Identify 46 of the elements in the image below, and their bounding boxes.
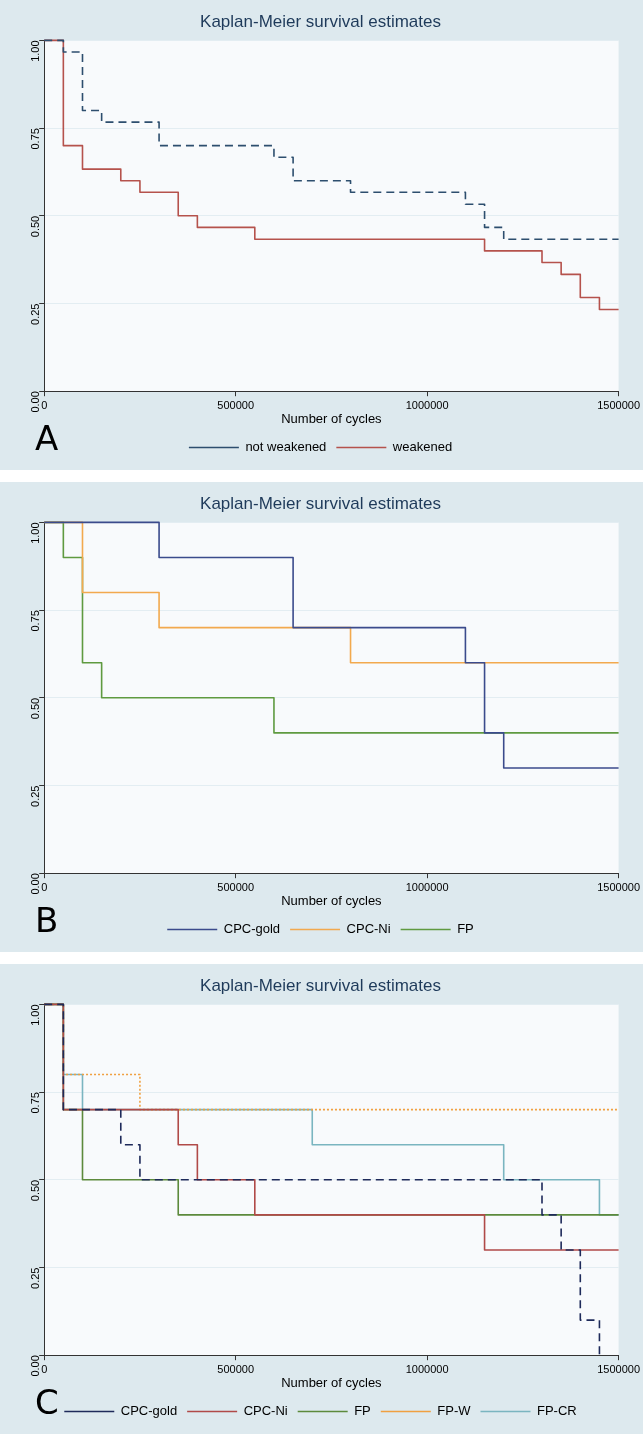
x-tick-label: 1500000 [597,880,640,893]
legend-label: CPC-gold [120,1403,178,1419]
y-tick-label: 0.50 [29,697,42,720]
legend-label: FP [457,921,474,937]
x-tick-label: 500000 [217,880,255,893]
x-tick-label: 0 [41,1362,48,1375]
x-tick-label: 500000 [217,1362,255,1375]
x-tick-label: 1000000 [405,1362,449,1375]
legend-label: not weakened [245,439,327,455]
legend-label: FP [354,1403,371,1419]
y-tick-label: 0.75 [29,610,42,632]
y-tick-label: 0.25 [29,303,42,325]
x-axis-title: Number of cycles [281,410,383,426]
x-axis-title: Number of cycles [281,1374,383,1390]
x-tick-label: 1500000 [597,398,640,411]
y-tick-label: 0.00 [29,873,42,895]
y-tick-label: 0.00 [29,1355,42,1377]
x-tick-label: 500000 [217,398,255,411]
legend-label: CPC-Ni [346,921,391,937]
legend-label: FP-CR [537,1403,577,1419]
x-tick-label: 1000000 [405,880,449,893]
y-tick-label: 1.00 [29,522,42,544]
x-axis-title: Number of cycles [281,892,383,908]
chart-title: Kaplan-Meier survival estimates [200,975,441,995]
y-tick-label: 1.00 [29,40,42,62]
y-tick-label: 0.00 [29,391,42,413]
y-tick-label: 0.75 [29,128,42,150]
x-tick-label: 1000000 [405,398,449,411]
x-tick-label: 0 [41,398,48,411]
legend-label: FP-W [437,1403,472,1419]
y-tick-label: 0.25 [29,1267,42,1289]
y-tick-label: 0.25 [29,785,42,807]
x-tick-label: 1500000 [597,1362,640,1375]
x-tick-label: 0 [41,880,48,893]
y-tick-label: 0.50 [29,215,42,238]
y-tick-label: 1.00 [29,1004,42,1026]
text: B [35,899,59,940]
legend-label: CPC-Ni [243,1403,288,1419]
chart-title: Kaplan-Meier survival estimates [200,493,441,513]
legend-label: CPC-gold [223,921,281,937]
y-tick-label: 0.75 [29,1092,42,1114]
text: C [35,1381,59,1422]
text: A [35,417,59,458]
legend-label: weakened [391,439,453,455]
y-tick-label: 0.50 [29,1179,42,1202]
chart-title: Kaplan-Meier survival estimates [200,11,441,31]
